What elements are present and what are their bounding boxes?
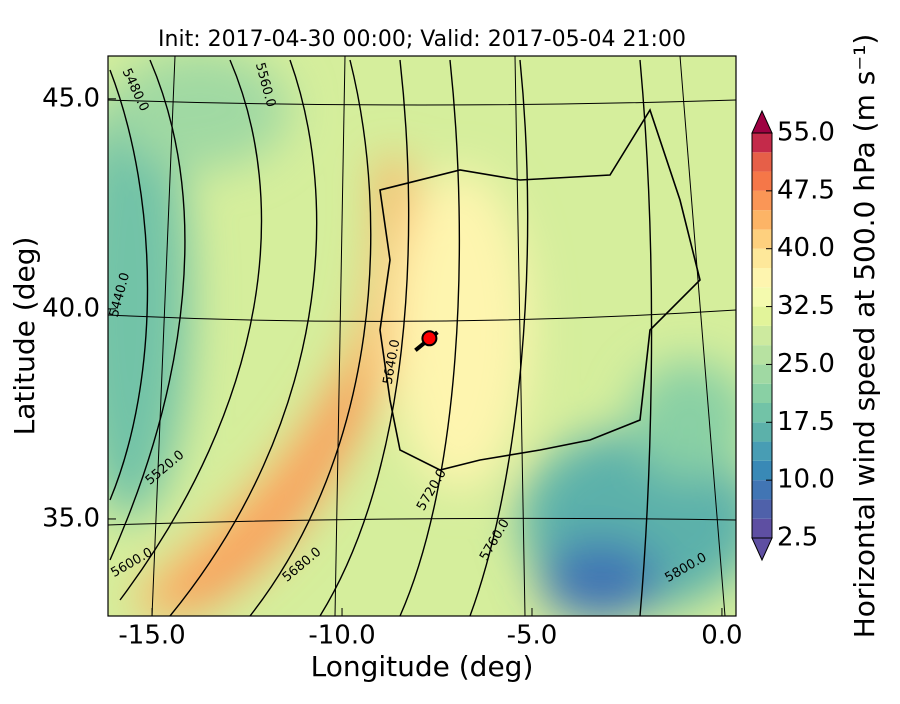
x-tick-label: -15.0: [118, 621, 185, 651]
y-tick-label: 35.0: [42, 503, 100, 533]
y-tick-label: 45.0: [42, 83, 100, 113]
colorbar-band: [752, 325, 772, 346]
coastline: [379, 108, 701, 471]
colorbar-band: [752, 480, 772, 500]
colorbar-tick-label: 47.5: [777, 175, 835, 205]
x-tick-label: 0.0: [701, 621, 742, 651]
wind-field: [108, 56, 736, 616]
y-axis-label: Latitude (deg): [8, 237, 41, 436]
contour-lines: [109, 59, 653, 616]
colorbar-frame: [751, 132, 773, 539]
y-tick-label: 40.0: [42, 293, 100, 323]
colorbar-band: [752, 152, 772, 172]
colorbar-label: Horizontal wind speed at 500.0 hPa (m s⁻…: [848, 34, 881, 639]
colorbar-band: [752, 210, 772, 230]
colorbar-tick-label: 32.5: [777, 291, 835, 321]
colorbar-band: [752, 422, 772, 442]
colorbar-band: [752, 383, 772, 403]
colorbar-tick-label: 10.0: [777, 465, 835, 495]
colorbar-band: [752, 460, 772, 481]
colorbar-tick-label: 40.0: [777, 233, 835, 263]
colorbar-band: [752, 518, 772, 538]
plot-frame: [107, 55, 737, 617]
colorbar-band: [752, 364, 772, 384]
graticule: [108, 56, 736, 616]
x-axis-label: Longitude (deg): [311, 650, 534, 683]
chart-title: Init: 2017-04-30 00:00; Valid: 2017-05-0…: [158, 27, 686, 52]
colorbar-extend-low: [751, 537, 773, 562]
colorbar-band: [752, 133, 772, 153]
colorbar-band: [752, 248, 772, 268]
colorbar-extend-high: [751, 109, 773, 134]
colorbar-band: [752, 403, 772, 423]
colorbar-tick-label: 25.0: [777, 349, 835, 379]
colorbar-band: [752, 499, 772, 519]
colorbar-band: [752, 441, 772, 461]
colorbar-tick-label: 55.0: [777, 118, 835, 148]
x-tick-label: -10.0: [308, 621, 375, 651]
colorbar-tick-label: 17.5: [777, 407, 835, 437]
colorbar-band: [752, 287, 772, 307]
colorbar-band: [752, 171, 772, 191]
x-tick-label: -5.0: [507, 621, 558, 651]
location-marker: [421, 330, 438, 347]
colorbar-tick-label: 2.5: [777, 523, 818, 553]
colorbar-band: [752, 345, 772, 365]
colorbar-band: [752, 268, 772, 288]
colorbar-band: [752, 306, 772, 326]
colorbar-band: [752, 190, 772, 211]
colorbar-band: [752, 229, 772, 249]
